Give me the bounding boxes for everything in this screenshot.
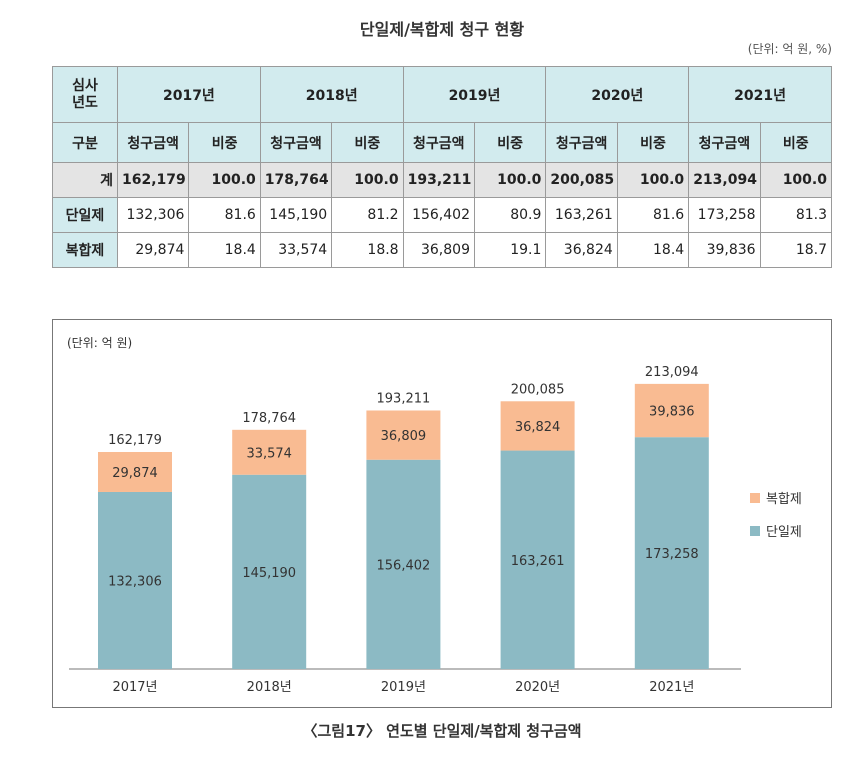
- bar-single: [500, 450, 575, 669]
- bar-value-label: 29,874: [112, 466, 158, 481]
- table-cell: 163,261: [545, 197, 618, 233]
- amount-header: 청구금액: [688, 122, 761, 163]
- stacked-bar-chart: 132,306 29,874 162,179 2017년 145,190 33,574 17…: [69, 365, 802, 695]
- bar-value-label: 145,190: [242, 566, 296, 581]
- claims-table: 심사 년도 2017년 2018년 2019년 2020년 2021년 구분 청…: [52, 66, 832, 268]
- bar-total-label: 200,085: [511, 382, 565, 397]
- table-cell: 80.9: [473, 197, 547, 233]
- legend-swatch: [750, 526, 760, 536]
- bar-total-label: 178,764: [242, 411, 296, 426]
- share-header: 비중: [759, 122, 832, 163]
- amount-header: 청구금액: [545, 122, 618, 163]
- x-tick-label: 2021년: [649, 680, 694, 695]
- table-cell: 19.1: [473, 232, 547, 268]
- table-cell: 193,211: [402, 162, 475, 198]
- bar-total-label: 213,094: [645, 365, 699, 380]
- bar-total-label: 193,211: [377, 391, 431, 406]
- bar-single: [634, 437, 709, 669]
- table-row: 복합제 29,874 18.4 33,574 18.8 36,809 19.1 36,824 1…: [52, 232, 832, 268]
- bar-total-label: 162,179: [108, 433, 162, 448]
- x-tick-label: 2017년: [112, 680, 157, 695]
- share-header: 비중: [331, 122, 404, 163]
- year-header: 2021년: [688, 66, 832, 123]
- table-cell: 18.4: [188, 232, 261, 268]
- table-cell: 132,306: [116, 197, 190, 233]
- bar-combination: [634, 383, 709, 438]
- chart-unit: (단위: 억 원): [67, 336, 133, 350]
- table-cell: 39,836: [688, 232, 761, 268]
- table-cell: 36,809: [402, 232, 475, 268]
- chart-box: (단위: 억 원) 132,306 29,874 162,179 2017년 145,1…: [52, 319, 832, 708]
- bar-single: [232, 474, 307, 669]
- bar-combination: [98, 452, 172, 492]
- amount-header: 청구금액: [402, 122, 475, 163]
- bar-single: [366, 459, 441, 669]
- table-cell: 81.2: [331, 197, 404, 233]
- bar-value-label: 33,574: [246, 446, 292, 461]
- table-cell: 81.3: [759, 197, 832, 233]
- year-header: 2017년: [117, 66, 261, 123]
- legend-swatch: [750, 493, 760, 503]
- bar-single: [98, 491, 172, 669]
- table-cell: 18.4: [616, 232, 690, 268]
- bar-value-label: 39,836: [649, 405, 695, 420]
- x-tick-label: 2018년: [247, 680, 292, 695]
- bar-combination: [500, 401, 575, 451]
- table-cell: 173,258: [688, 197, 761, 233]
- bar-value-label: 132,306: [108, 574, 162, 589]
- table-cell: 100.0: [473, 162, 547, 198]
- table-cell: 18.7: [759, 232, 832, 268]
- table-row: 계 162,179 100.0 178,764 100.0 193,211 100.0 200…: [52, 162, 832, 198]
- share-header: 비중: [616, 122, 690, 163]
- row-label: 복합제: [52, 232, 118, 268]
- share-header: 비중: [473, 122, 547, 163]
- table-cell: 36,824: [545, 232, 618, 268]
- bar-value-label: 156,402: [377, 558, 431, 573]
- table-cell: 81.6: [188, 197, 261, 233]
- figure-caption: 〈그림17〉 연도별 단일제/복합제 청구금액: [302, 722, 582, 740]
- share-header: 비중: [188, 122, 261, 163]
- table-cell: 200,085: [545, 162, 618, 198]
- bar-value-label: 36,809: [381, 429, 427, 444]
- table-cell: 100.0: [331, 162, 404, 198]
- table-cell: 156,402: [402, 197, 475, 233]
- table-cell: 100.0: [759, 162, 832, 198]
- table-cell: 178,764: [259, 162, 333, 198]
- year-header: 2020년: [545, 66, 690, 123]
- table-cell: 81.6: [616, 197, 690, 233]
- year-header: 2018년: [259, 66, 404, 123]
- bar-value-label: 163,261: [511, 554, 565, 569]
- amount-header: 청구금액: [116, 122, 190, 163]
- table-row: 단일제 132,306 81.6 145,190 81.2 156,402 80.9 163,…: [52, 197, 832, 233]
- corner-header: 심사 년도: [52, 66, 118, 123]
- table-cell: 145,190: [259, 197, 333, 233]
- legend-label: 복합제: [766, 492, 802, 507]
- amount-header: 청구금액: [259, 122, 333, 163]
- row-label: 계: [52, 162, 118, 198]
- year-header: 2019년: [402, 66, 547, 123]
- sub-label: 구분: [52, 122, 118, 163]
- table-title: 단일제/복합제 청구 현황: [359, 20, 525, 39]
- x-tick-label: 2019년: [381, 680, 426, 695]
- sub-header-row: 구분 청구금액 비중 청구금액 비중 청구금액 비중 청구금액 비중 청구금액 비중: [52, 122, 832, 163]
- table-cell: 162,179: [116, 162, 190, 198]
- row-label: 단일제: [52, 197, 118, 233]
- bar-combination: [232, 429, 307, 475]
- table-unit: (단위: 억 원, %): [747, 42, 832, 56]
- year-header-row: 심사 년도 2017년 2018년 2019년 2020년 2021년: [52, 66, 832, 123]
- x-tick-label: 2020년: [515, 680, 560, 695]
- table-cell: 100.0: [188, 162, 261, 198]
- table-cell: 29,874: [116, 232, 190, 268]
- legend-label: 단일제: [766, 525, 802, 540]
- table-cell: 33,574: [259, 232, 333, 268]
- table-cell: 100.0: [616, 162, 690, 198]
- bar-value-label: 36,824: [515, 420, 561, 435]
- table-cell: 18.8: [331, 232, 404, 268]
- bar-combination: [366, 410, 441, 460]
- table-cell: 213,094: [688, 162, 761, 198]
- bar-value-label: 173,258: [645, 547, 699, 562]
